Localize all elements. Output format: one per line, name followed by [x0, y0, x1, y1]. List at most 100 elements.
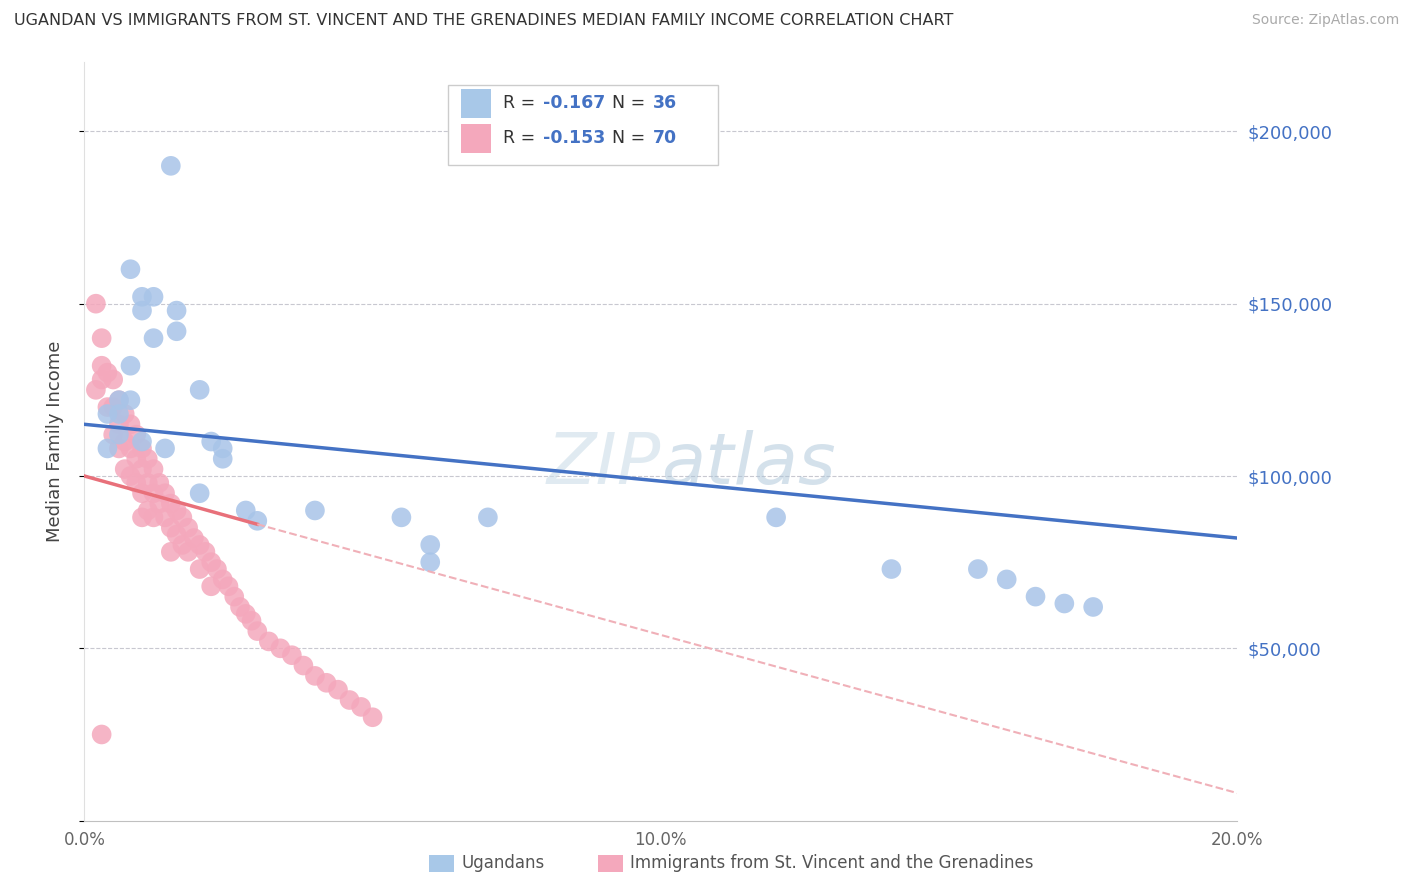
Point [188, 562, 211, 576]
Text: Source: ZipAtlas.com: Source: ZipAtlas.com [1251, 13, 1399, 28]
Point [211, 573, 233, 587]
Text: ZIP: ZIP [547, 430, 661, 499]
Point [103, 427, 124, 442]
Point [188, 486, 211, 500]
Point [108, 442, 131, 456]
Text: UGANDAN VS IMMIGRANTS FROM ST. VINCENT AND THE GRENADINES MEDIAN FAMILY INCOME C: UGANDAN VS IMMIGRANTS FROM ST. VINCENT A… [14, 13, 953, 29]
Text: N =: N = [613, 129, 651, 147]
Point [153, 486, 176, 500]
Point [108, 393, 131, 408]
Point [84, 383, 107, 397]
Point [120, 393, 142, 408]
Point [218, 579, 240, 593]
Text: R =: R = [503, 95, 541, 112]
Point [361, 710, 384, 724]
Point [246, 624, 269, 639]
Point [131, 290, 153, 304]
Point [419, 538, 441, 552]
Point [136, 475, 159, 490]
Point [292, 658, 315, 673]
FancyBboxPatch shape [461, 89, 491, 118]
Point [153, 442, 176, 456]
Point [326, 682, 349, 697]
Text: atlas: atlas [661, 430, 835, 499]
Text: 36: 36 [652, 95, 676, 112]
Point [235, 607, 257, 621]
Point [131, 462, 153, 476]
Point [166, 324, 188, 338]
Point [177, 545, 200, 559]
Point [90, 331, 112, 345]
Point [108, 417, 131, 432]
Point [281, 648, 304, 663]
Text: 70: 70 [652, 129, 676, 147]
Point [131, 434, 153, 449]
Point [166, 527, 188, 541]
Point [211, 442, 233, 456]
Text: -0.153: -0.153 [543, 129, 606, 147]
Point [339, 693, 361, 707]
Point [1025, 590, 1047, 604]
Point [172, 538, 194, 552]
Point [765, 510, 787, 524]
Point [131, 486, 153, 500]
Point [269, 641, 291, 656]
Y-axis label: Median Family Income: Median Family Income [45, 341, 63, 542]
Point [108, 407, 131, 421]
Point [967, 562, 990, 576]
Point [240, 614, 263, 628]
Point [188, 538, 211, 552]
Point [142, 462, 165, 476]
Point [304, 669, 326, 683]
FancyBboxPatch shape [447, 85, 718, 165]
Text: Ugandans: Ugandans [461, 854, 544, 871]
Point [160, 545, 183, 559]
Point [1083, 599, 1105, 614]
Point [120, 417, 142, 432]
Point [995, 573, 1018, 587]
Point [160, 521, 183, 535]
Point [131, 303, 153, 318]
Point [142, 486, 165, 500]
Point [200, 579, 222, 593]
Point [200, 555, 222, 569]
Point [96, 442, 118, 456]
Point [148, 497, 170, 511]
Point [166, 303, 188, 318]
Point [148, 475, 170, 490]
Point [391, 510, 413, 524]
Point [142, 331, 165, 345]
Point [96, 400, 118, 414]
Point [183, 531, 205, 545]
Point [246, 514, 269, 528]
Point [142, 510, 165, 524]
Point [131, 442, 153, 456]
FancyBboxPatch shape [461, 124, 491, 153]
Point [125, 475, 148, 490]
Point [315, 675, 337, 690]
Point [211, 451, 233, 466]
Point [108, 393, 131, 408]
Point [172, 510, 194, 524]
Point [188, 383, 211, 397]
Point [120, 469, 142, 483]
Point [177, 521, 200, 535]
Point [114, 407, 136, 421]
Point [160, 497, 183, 511]
Point [153, 510, 176, 524]
Point [304, 503, 326, 517]
Point [103, 400, 124, 414]
Point [90, 372, 112, 386]
Point [142, 290, 165, 304]
Point [235, 503, 257, 517]
Point [136, 503, 159, 517]
Point [166, 503, 188, 517]
Point [205, 562, 228, 576]
Point [160, 159, 183, 173]
Point [120, 442, 142, 456]
Point [125, 451, 148, 466]
Point [229, 599, 252, 614]
Point [90, 727, 112, 741]
Point [200, 434, 222, 449]
Point [120, 262, 142, 277]
